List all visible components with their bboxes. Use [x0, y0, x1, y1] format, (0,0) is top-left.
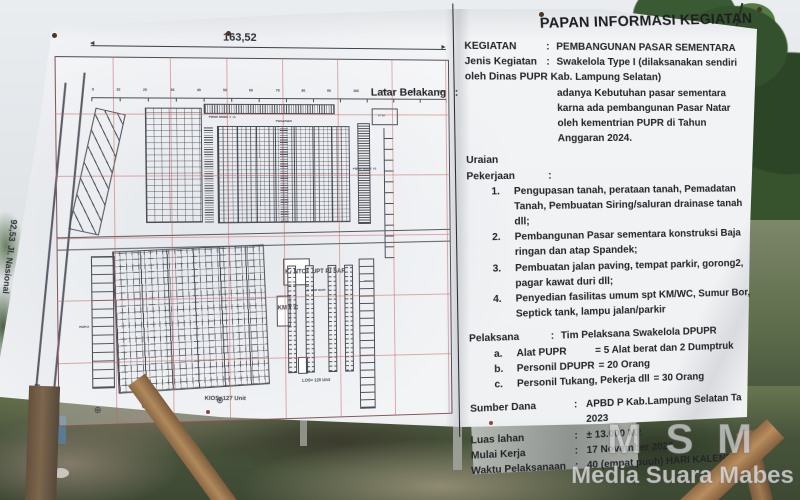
item-number: 2.	[492, 232, 501, 244]
stall-block-upper-left	[144, 107, 203, 224]
ruler-tick: 90	[327, 89, 332, 94]
item-text: Penyedian fasilitas umum spt KM/WC, Sumu…	[515, 287, 751, 320]
colon: :	[550, 331, 555, 343]
motorcycle-parking-strip	[203, 103, 335, 115]
item-text: Pengupasan tanah, perataan tanah, Pemada…	[513, 183, 743, 228]
row-label: Sumber Dana	[470, 401, 537, 416]
colon: :	[546, 41, 550, 53]
kiosk-column-left	[90, 255, 116, 389]
parkir-motor-label: Parkir Motor = 71	[208, 115, 236, 120]
board-title: PAPAN INFORMASI KEGIATAN	[539, 11, 753, 32]
item-value: = 30 Orang	[653, 371, 705, 385]
grommet	[52, 33, 57, 38]
stone	[52, 468, 69, 478]
distant-vegetation-right	[744, 220, 800, 410]
background-stick	[453, 412, 462, 470]
los-count-label: LOS= 120 Unit	[302, 378, 331, 383]
ruler-tick: 80	[301, 89, 306, 93]
los-strip	[287, 265, 298, 374]
motorcycle-parking-right	[357, 123, 371, 225]
ruler-tick: 50	[223, 89, 227, 93]
item-key: a.	[493, 348, 503, 360]
wooden-post-left	[24, 385, 61, 500]
ruler-tick: 0	[91, 88, 94, 92]
ladder-strip	[358, 258, 376, 409]
dimension-arrow-left: ◄	[88, 40, 96, 48]
row-label: Latar Belakang	[370, 86, 447, 99]
grommet	[757, 7, 762, 12]
tpst-label: TPST	[377, 113, 386, 118]
uraian-item: 4. Penyedian fasilitas umum spt KM/WC, S…	[493, 285, 752, 323]
ruler-tick: 60	[249, 89, 254, 93]
pelaksana-list: a. Alat PUPR = 5 Alat berat dan 2 Dumptr…	[469, 338, 752, 394]
ruler-tick: 10	[116, 88, 121, 92]
parkir-motor-right-label: Parkir Motor 70	[352, 167, 377, 171]
row-label: KEGIATAN	[464, 40, 517, 53]
ruler-tick: 70	[275, 89, 280, 93]
dimension-line	[90, 45, 446, 50]
watermark-initials: M S M	[606, 415, 759, 462]
ruler-tick: 20	[143, 88, 148, 93]
row-value: adanya Kebutuhan pasar sementara karna a…	[556, 87, 731, 145]
kios-count-label: KIOS=127 Unit	[204, 395, 246, 402]
ruko-label: RUKO	[79, 325, 90, 330]
item-number: 3.	[492, 263, 502, 275]
los-strip	[327, 264, 338, 373]
walkway-hatch	[203, 125, 214, 223]
row-label: Jenis Kegiatan	[464, 56, 537, 68]
nail-mark	[206, 410, 210, 414]
ruler-tick: 100	[353, 89, 360, 94]
row-value: PEMBANGUNAN PASAR SEMENTARA	[556, 41, 736, 54]
info-panel: PAPAN INFORMASI KEGIATAN KEGIATAN: PEMBAN…	[370, 3, 758, 477]
tpst-box: TPST	[371, 108, 398, 126]
item-key: c.	[494, 378, 504, 391]
uraian-list: 1. Pengupasan tanah, perataan tanah, Pem…	[467, 181, 752, 323]
item-key: b.	[494, 363, 504, 376]
los-strip	[344, 264, 354, 372]
watermark-name: Media Suara Mabes	[571, 462, 794, 489]
nail-mark	[489, 421, 493, 425]
colon: :	[454, 87, 459, 99]
tree-symbols	[383, 128, 395, 259]
row-label: Uraian Pekerjaan	[466, 155, 516, 183]
row-jenis: Jenis Kegiatan: Swakelola Type I (dilaksa…	[464, 54, 748, 86]
grommet	[226, 31, 231, 36]
item-number: 4.	[493, 293, 502, 306]
los-strip	[304, 265, 315, 373]
colon: :	[548, 170, 552, 182]
ruler-tick: 30	[170, 88, 174, 93]
walkway-hatch	[279, 128, 289, 222]
row-latar: Latar Belakang: adanya Kebutuhan pasar se…	[370, 85, 749, 147]
ruler-tick: 40	[196, 88, 201, 93]
colon: :	[546, 56, 550, 68]
watermark: M S M Media Suara Mabes	[565, 415, 800, 489]
pasaran-label: PASARAN	[275, 120, 292, 124]
row-uraian-header: Uraian Pekerjaan:	[466, 151, 750, 184]
item-number: 1.	[491, 185, 501, 198]
uraian-item: 1. Pengupasan tanah, perataan tanah, Pem…	[491, 181, 750, 230]
grommet	[539, 12, 544, 17]
stall-block-lower	[112, 244, 270, 394]
dimension-arrow-right: ►	[440, 44, 447, 51]
